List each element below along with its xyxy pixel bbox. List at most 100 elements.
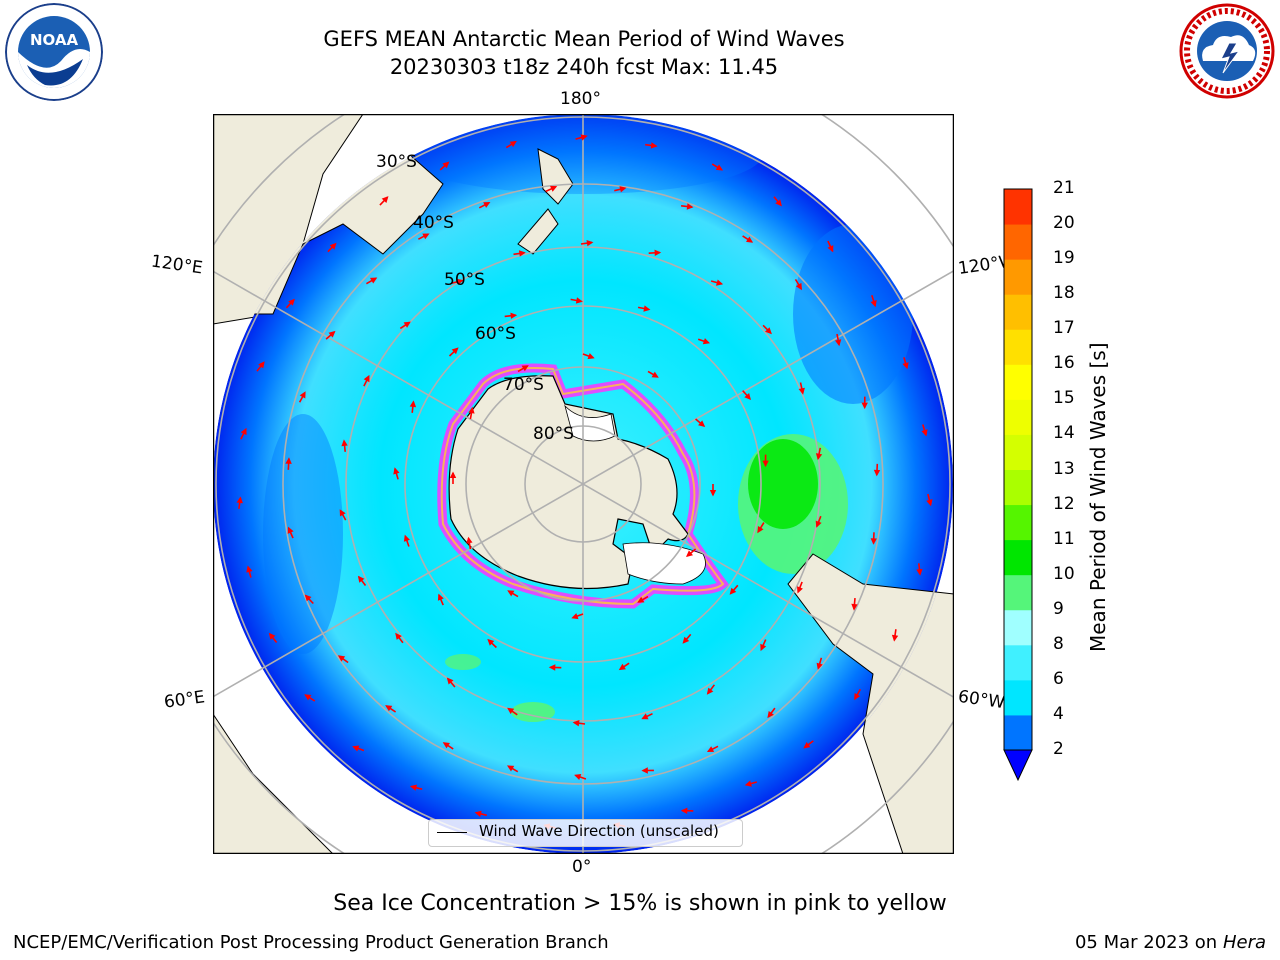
wind-wave-arrowhead (246, 565, 253, 573)
wind-wave-arrowhead (682, 636, 690, 644)
colorbar-segment (1004, 364, 1032, 400)
colorbar-tick-label: 9 (1053, 598, 1064, 619)
wind-wave-arrowhead (698, 420, 706, 427)
wind-wave-arrowhead (352, 745, 360, 752)
colorbar-segment (1004, 294, 1032, 330)
wind-wave-arrowhead (474, 810, 482, 817)
wind-wave-arrowhead (870, 538, 877, 545)
colorbar-segment (1004, 259, 1032, 295)
colorbar-tick-label: 14 (1053, 423, 1075, 444)
wind-wave-arrowhead (571, 613, 579, 620)
wind-wave-arrowhead (744, 393, 751, 400)
wind-wave-arrowhead (680, 807, 688, 814)
wind-wave-arrowhead (572, 720, 580, 727)
wind-wave-arrowhead (287, 526, 294, 534)
wind-wave-arrowhead (827, 245, 834, 253)
meridian-lines (213, 114, 954, 854)
colorbar-tick-label: 4 (1053, 703, 1064, 724)
wind-wave-arrowhead (651, 371, 659, 378)
latitude-label-80s: 80°S (533, 424, 574, 444)
colorbar-tick-label: 18 (1053, 283, 1075, 304)
wind-wave-arrowhead (363, 374, 370, 383)
colorbar-segment (1004, 189, 1032, 225)
wind-wave-arrowhead (393, 467, 400, 475)
wind-wave-arrowhead (686, 203, 694, 210)
wind-wave-arrowhead (240, 427, 247, 436)
wind-wave-arrowhead (870, 300, 877, 308)
wind-wave-arrowhead (729, 587, 737, 595)
noaa-logo-text: NOAA (30, 31, 79, 49)
wind-wave-arrowhead (442, 161, 450, 169)
latitude-label-50s: 50°S (444, 270, 485, 290)
colorbar-segment (1004, 714, 1032, 751)
colorbar-segment (1004, 434, 1032, 470)
wind-wave-arrowhead (643, 305, 651, 312)
wind-wave-arrowhead (803, 742, 811, 749)
wind-wave-arrowhead (521, 365, 529, 372)
colorbar-segment (1004, 644, 1032, 681)
wind-wave-arrowhead (706, 687, 714, 695)
wind-wave-arrowhead (815, 453, 823, 461)
wind-wave-arrowhead (618, 663, 626, 671)
colorbar-tick-label: 17 (1053, 318, 1075, 339)
wind-wave-arrowhead (337, 655, 346, 662)
wind-wave-arrowhead (926, 499, 933, 507)
wind-wave-arrowhead (509, 140, 517, 148)
national-weather-service-logo-icon (1179, 3, 1275, 99)
footer-date-host: 05 Mar 2023 on Hera (1075, 932, 1266, 953)
wind-wave-arrowhead (341, 439, 348, 447)
colorbar-segment (1004, 329, 1032, 365)
wind-wave-arrowhead (409, 400, 417, 408)
footer-organization: NCEP/EMC/Verification Post Processing Pr… (13, 932, 609, 953)
wind-wave-arrowhead (550, 185, 558, 192)
colorbar-segment (1004, 609, 1032, 646)
wind-wave-arrowhead (637, 596, 645, 603)
wind-wave-arrowhead (702, 338, 710, 345)
colorbar-segment (1004, 224, 1032, 260)
wind-wave-arrowhead (760, 643, 767, 652)
chart-subtitle: 20230303 t18z 240h fcst Max: 11.45 (389, 55, 779, 79)
wind-wave-arrowhead (510, 312, 518, 319)
wind-wave-arrowhead (507, 590, 515, 597)
wind-wave-arrowhead (767, 711, 774, 719)
wind-wave-arrowhead (442, 742, 450, 749)
wind-wave-arrowhead (775, 199, 782, 207)
wind-wave-arrowhead (449, 471, 457, 478)
longitude-label-0: 0° (572, 857, 592, 877)
wind-wave-arrowhead (851, 603, 858, 611)
colorbar-tick-label: 16 (1053, 353, 1075, 374)
noaa-logo-icon: NOAA (5, 3, 103, 101)
longitude-label-120e: 120°E (149, 251, 204, 279)
colorbar-tick-label: 21 (1053, 178, 1075, 198)
wind-wave-arrowhead (403, 534, 410, 542)
wind-wave-arrowhead (891, 634, 899, 642)
wind-wave-arrowhead (921, 429, 928, 437)
wind-wave-arrowhead (762, 460, 769, 468)
wind-wave-arrowhead (339, 509, 346, 517)
wind-wave-arrowhead (258, 361, 265, 369)
wind-wave-arrowhead (716, 279, 724, 286)
wind-wave-arrowhead (744, 780, 752, 787)
colorbar-segment (1004, 469, 1032, 506)
wind-wave-arrowhead (765, 327, 772, 335)
colorbar-tick-label: 2 (1053, 739, 1064, 759)
colorbar (1003, 188, 1033, 782)
wind-wave-arrowhead (580, 134, 588, 141)
wind-wave-arrowhead (304, 594, 312, 602)
wind-wave-arrowhead (468, 406, 475, 414)
latitude-label-60s: 60°S (475, 324, 516, 344)
wind-wave-arrowhead (466, 536, 473, 544)
colorbar-extend-triangle (1003, 749, 1033, 782)
latitude-label-30s: 30°S (376, 152, 417, 172)
wind-wave-arrowhead (370, 277, 378, 284)
wind-wave-arrowhead (451, 347, 459, 355)
wind-wave-arrowhead (507, 707, 515, 714)
wind-wave-arrowhead (746, 236, 754, 243)
africa-land (213, 713, 334, 854)
wind-wave-arrowhead (641, 713, 649, 720)
wind-wave-arrowhead (357, 575, 365, 583)
wind-wave-arrowhead (650, 142, 658, 149)
new-zealand-land (517, 148, 574, 255)
colorbar-label: Mean Period of Wind Waves [s] (1086, 342, 1110, 652)
colorbar-tick-label: 12 (1053, 493, 1075, 514)
